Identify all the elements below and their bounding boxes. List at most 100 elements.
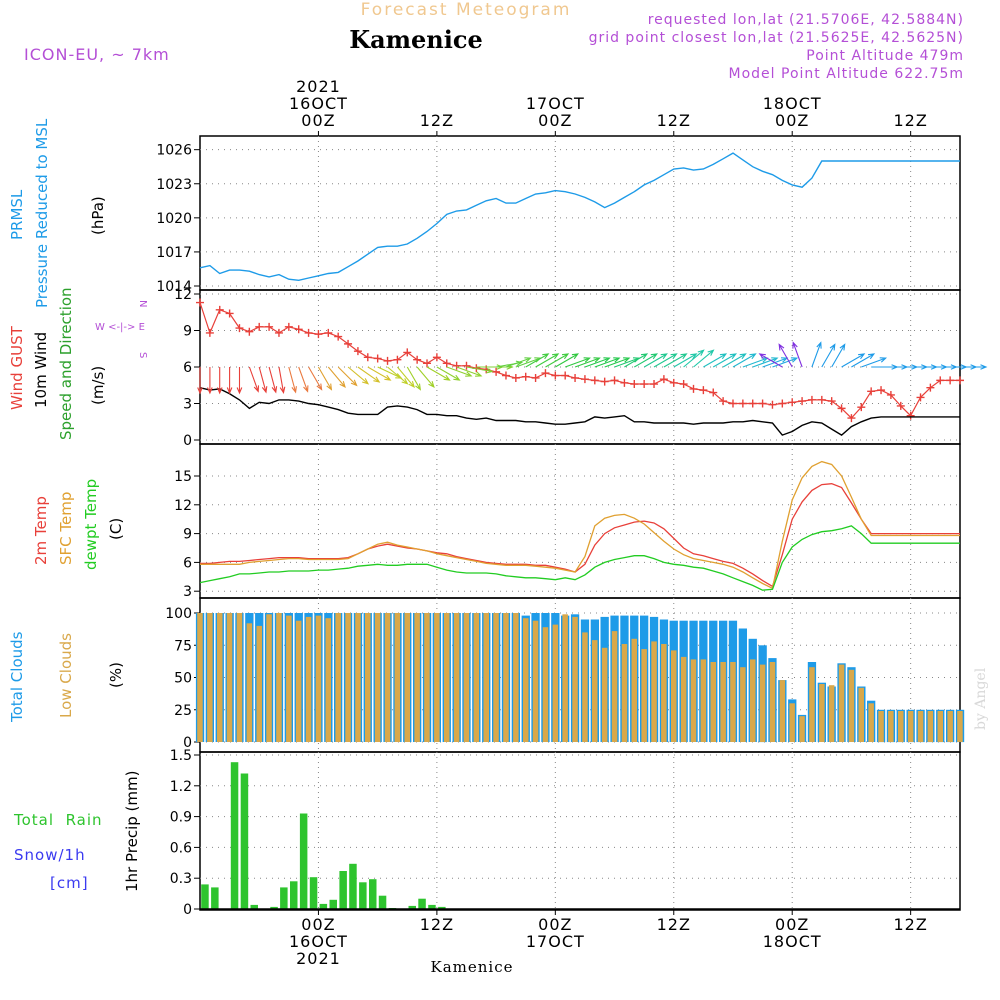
- y-tick-label: 1026: [156, 143, 192, 159]
- low-cloud-bar: [730, 662, 736, 742]
- low-cloud-bar: [937, 711, 943, 742]
- rain-bar: [319, 903, 328, 909]
- low-cloud-bar: [246, 623, 253, 742]
- dewpt-temp-line: [199, 525, 960, 591]
- low-cloud-bar: [710, 662, 716, 742]
- point-altitude: Point Altitude 479m: [806, 48, 964, 64]
- bottom-time-label: 00Z: [301, 915, 335, 934]
- snow-unit-label: [cm]: [50, 874, 89, 892]
- low-cloud-bar: [286, 615, 292, 742]
- low-cloud-bar: [335, 613, 341, 742]
- wind-direction-arrow: [416, 366, 435, 388]
- wind-direction-arrow: [594, 357, 621, 368]
- product-title: Forecast Meteogram: [361, 0, 572, 20]
- low-cloud-bar: [680, 656, 687, 742]
- gust-marker: [946, 376, 955, 385]
- low-cloud-bar: [601, 647, 608, 742]
- gust-marker: [492, 367, 501, 376]
- low-cloud-bar: [523, 618, 529, 742]
- low-cloud-bar: [562, 614, 568, 742]
- wind-direction-arrow: [505, 357, 532, 368]
- y-tick-label: 1.2: [170, 779, 192, 795]
- precip-unit-label: 1hr Precip (mm): [123, 771, 141, 892]
- wind-direction-arrow: [821, 343, 836, 368]
- low-cloud-bar: [276, 613, 282, 742]
- gust-marker: [245, 327, 254, 336]
- wind-direction-arrow: [555, 353, 580, 368]
- gust-marker: [748, 399, 757, 408]
- wind-direction-arrow: [545, 353, 570, 368]
- gust-marker: [600, 377, 609, 386]
- wind-direction-arrow: [673, 353, 698, 368]
- low-cloud-bar: [226, 613, 233, 742]
- top-time-label: 00Z: [538, 111, 572, 130]
- wind-direction-arrow: [643, 353, 668, 368]
- gust-marker: [916, 393, 925, 402]
- wind-direction-arrow: [436, 366, 461, 381]
- gust-marker: [215, 305, 224, 314]
- gust-marker: [324, 328, 333, 337]
- rain-bar: [359, 882, 367, 909]
- wind-direction-arrow: [752, 357, 779, 368]
- gust-marker: [501, 371, 510, 380]
- gust-marker: [817, 395, 826, 404]
- low-cloud-bar: [611, 631, 618, 742]
- gust-marker: [225, 309, 234, 318]
- low-cloud-bar: [236, 613, 243, 742]
- y-tick-label: 50: [174, 671, 192, 687]
- gust-marker: [265, 322, 274, 331]
- gust-marker: [304, 328, 313, 337]
- y-tick-label: 0: [183, 735, 192, 751]
- gust-marker: [334, 332, 343, 341]
- low-cloud-bar: [769, 662, 776, 742]
- low-cloud-bar: [671, 650, 677, 742]
- panel-frame: [199, 443, 961, 599]
- celsius-unit-label: (C): [107, 518, 125, 540]
- y-tick-label: 12: [174, 498, 192, 514]
- gust-marker: [255, 322, 264, 331]
- temp-2m-label: 2m Temp: [32, 496, 50, 565]
- gust-marker: [827, 397, 836, 406]
- low-cloud-bar: [266, 614, 272, 742]
- low-cloud-bar: [907, 711, 914, 742]
- y-tick-label: 1014: [156, 279, 192, 295]
- low-cloud-bar: [325, 618, 331, 742]
- wind-direction-arrow: [268, 366, 278, 394]
- y-tick-label: 9: [183, 527, 192, 543]
- panels: 1014 1017 1020 1023 1026 0 3 6 9 12 3 6 9 12 15 0 25 50 75…: [156, 135, 988, 918]
- wind-direction-arrow: [206, 367, 213, 395]
- gust-marker: [936, 376, 945, 385]
- dewpt-temp-label: dewpt Temp: [82, 479, 100, 570]
- low-cloud-bar: [898, 711, 904, 742]
- gust-marker: [423, 359, 432, 368]
- gust-marker: [956, 376, 964, 385]
- panel-frame: [199, 751, 961, 911]
- bottom-time-label: 2021: [296, 949, 341, 968]
- wind-direction-arrow: [634, 353, 659, 368]
- total-clouds-label: Total Clouds: [8, 631, 26, 723]
- location-title: Kamenice: [349, 25, 483, 54]
- gust-marker: [620, 378, 629, 387]
- wind-direction-arrow: [693, 349, 715, 368]
- rain-bar: [438, 906, 446, 909]
- low-cloud-bar: [473, 613, 480, 742]
- compass-we-label: W <-|-> E: [95, 322, 145, 333]
- low-cloud-bar: [394, 613, 401, 742]
- speed-direction-label: Speed and Direction: [57, 287, 75, 440]
- y-tick-label: 3: [183, 584, 192, 600]
- low-cloud-bar: [365, 613, 371, 742]
- pressure-series: [199, 152, 960, 282]
- low-cloud-bar: [552, 624, 559, 742]
- bottom-time-label: 18OCT: [763, 932, 822, 951]
- gust-marker: [689, 384, 698, 393]
- wind-direction-arrow: [258, 366, 268, 394]
- gust-marker: [571, 373, 580, 382]
- bottom-time-label: 00Z: [538, 915, 572, 934]
- wind-direction-arrow: [811, 341, 822, 368]
- gust-marker: [847, 414, 856, 423]
- top-time-label: 12Z: [420, 111, 454, 130]
- low-cloud-bar: [414, 613, 420, 742]
- wind-direction-arrow: [387, 366, 409, 385]
